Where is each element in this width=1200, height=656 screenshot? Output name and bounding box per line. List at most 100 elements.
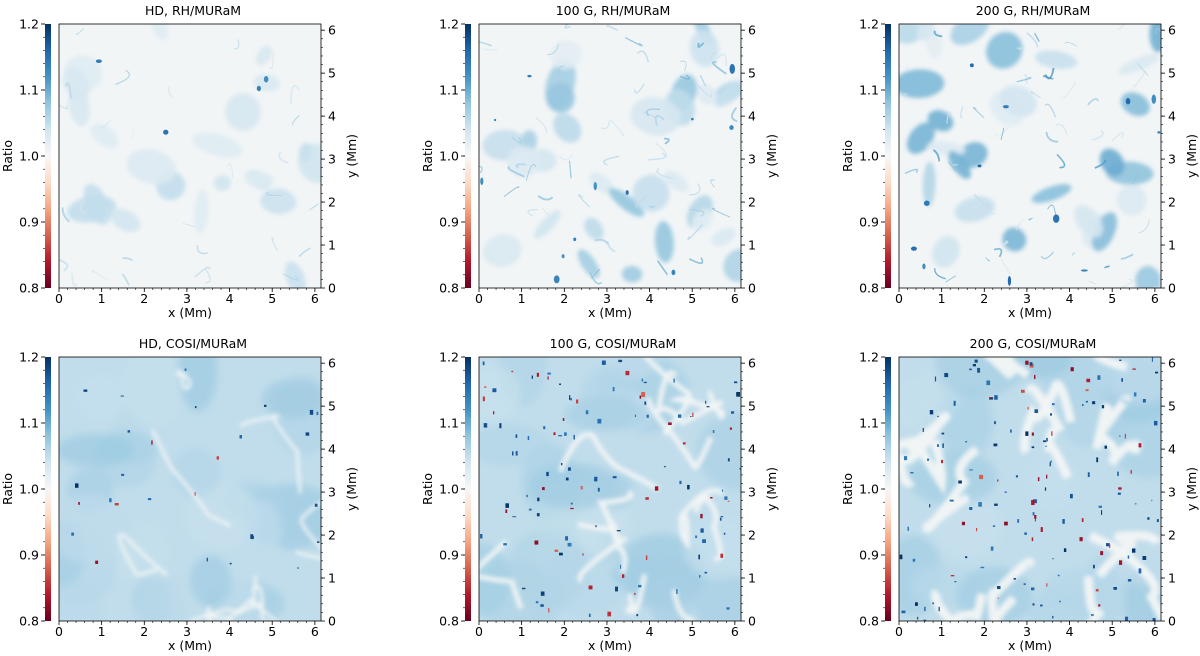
colorbar-tick-label: 1.0	[439, 482, 459, 497]
x-tick-label: 3	[183, 624, 191, 639]
outlier-high	[687, 484, 690, 490]
y-tick-label: 4	[328, 109, 336, 124]
contour-line	[1016, 47, 1024, 51]
outlier-high	[978, 502, 982, 507]
contour-line	[647, 152, 667, 161]
outlier-low	[682, 442, 686, 445]
outlier-high	[1142, 556, 1147, 560]
x-tick-label: 2	[560, 624, 568, 639]
outlier-low	[588, 585, 593, 590]
panel-2: 100 G, RH/MURaM Ratio 0.8 0.9 1.0 1.1 1.2 0 1 2 3 4…	[420, 3, 779, 320]
ratio-dot	[729, 63, 736, 74]
x-tick-label: 0	[55, 291, 63, 306]
outlier-low	[505, 509, 508, 513]
heatmap-frame	[898, 23, 1162, 289]
colorbar-tick-label: 0.8	[439, 614, 459, 629]
ratio-patch	[932, 235, 960, 268]
contour-line	[1044, 67, 1055, 80]
contour-line	[952, 163, 959, 167]
outlier-low	[547, 376, 549, 380]
granule	[261, 379, 321, 419]
ratio-dot	[977, 164, 982, 168]
lane	[117, 533, 169, 577]
outlier-high	[540, 591, 545, 596]
contour-line	[578, 194, 591, 208]
contour-line	[91, 270, 108, 281]
y-tick-label: 5	[748, 66, 756, 81]
ratio-patch	[632, 174, 670, 212]
contour-line	[568, 160, 572, 179]
outlier-low	[1031, 500, 1035, 505]
outlier-high	[1134, 503, 1137, 505]
outlier-high	[977, 367, 981, 373]
outlier-low	[562, 418, 565, 421]
outlier-high	[564, 432, 567, 436]
y-tick-label: 3	[328, 485, 336, 500]
panel-3: 200 G, RH/MURaM Ratio 0.8 0.9 1.0 1.1 1.2 0 1 2 3 4…	[840, 3, 1199, 320]
contour-line	[1056, 153, 1066, 169]
outlier-low	[668, 422, 672, 425]
outlier-high	[573, 434, 575, 440]
outlier-low	[625, 370, 630, 376]
x-axis-label: x (Mm)	[168, 638, 212, 653]
contour-line	[716, 53, 728, 66]
ratio-patch	[553, 113, 582, 143]
contour-line	[972, 106, 985, 118]
contour-line	[688, 257, 704, 264]
colorbar-tick-label: 1.2	[859, 350, 879, 365]
outlier-high	[1063, 548, 1067, 552]
granule	[564, 396, 648, 432]
outlier-high	[904, 456, 908, 461]
granule	[507, 529, 589, 610]
outlier-high	[526, 494, 528, 498]
outlier-high	[1092, 401, 1096, 405]
outlier-high	[934, 376, 937, 382]
ratio-patch	[958, 142, 988, 168]
granule	[241, 499, 282, 566]
y-tick-label: 6	[1168, 356, 1176, 371]
contour-line	[1154, 27, 1161, 34]
contour-line	[1131, 170, 1138, 185]
outlier-high	[1117, 492, 1121, 495]
contour-line	[564, 24, 571, 29]
colorbar	[885, 24, 891, 288]
x-tick-label: 5	[1108, 624, 1116, 639]
contour-line	[291, 115, 300, 126]
contour-line	[634, 195, 648, 208]
outlier-low	[961, 521, 965, 526]
contour-line	[985, 257, 990, 262]
y-tick-label: 2	[1168, 195, 1176, 210]
outlier-high	[594, 476, 598, 482]
ratio-patch	[284, 261, 306, 288]
heatmap-frame	[478, 356, 742, 622]
outlier-high	[1043, 440, 1047, 443]
colorbar-tick-label: 1.1	[19, 83, 39, 98]
outlier-low	[1095, 589, 1099, 592]
outlier-high	[1142, 399, 1146, 403]
x-tick-label: 1	[98, 624, 106, 639]
outlier-high	[932, 602, 934, 605]
contour-line	[606, 241, 616, 253]
outlier-low	[553, 432, 556, 436]
outlier-high	[316, 411, 319, 416]
contour-line	[610, 119, 625, 136]
colorbar-tick-label: 0.9	[19, 215, 39, 230]
y-tick-label: 2	[328, 528, 336, 543]
y-tick-label: 5	[328, 66, 336, 81]
x-tick-label: 3	[183, 291, 191, 306]
outlier-high	[559, 383, 561, 385]
y-tick-label: 5	[1168, 399, 1176, 414]
outlier-low	[576, 399, 579, 404]
ratio-patch	[255, 45, 273, 66]
outlier-high	[540, 604, 544, 607]
contour-line	[99, 119, 112, 128]
outlier-high	[927, 458, 930, 461]
outlier-low	[1034, 515, 1037, 519]
contour-line	[946, 111, 952, 124]
y-tick-label: 1	[328, 238, 336, 253]
outlier-high	[568, 467, 571, 471]
outlier-high	[1121, 378, 1123, 382]
x-axis-label: x (Mm)	[168, 305, 212, 320]
outlier-high	[1113, 587, 1117, 590]
ratio-patch	[549, 40, 582, 70]
